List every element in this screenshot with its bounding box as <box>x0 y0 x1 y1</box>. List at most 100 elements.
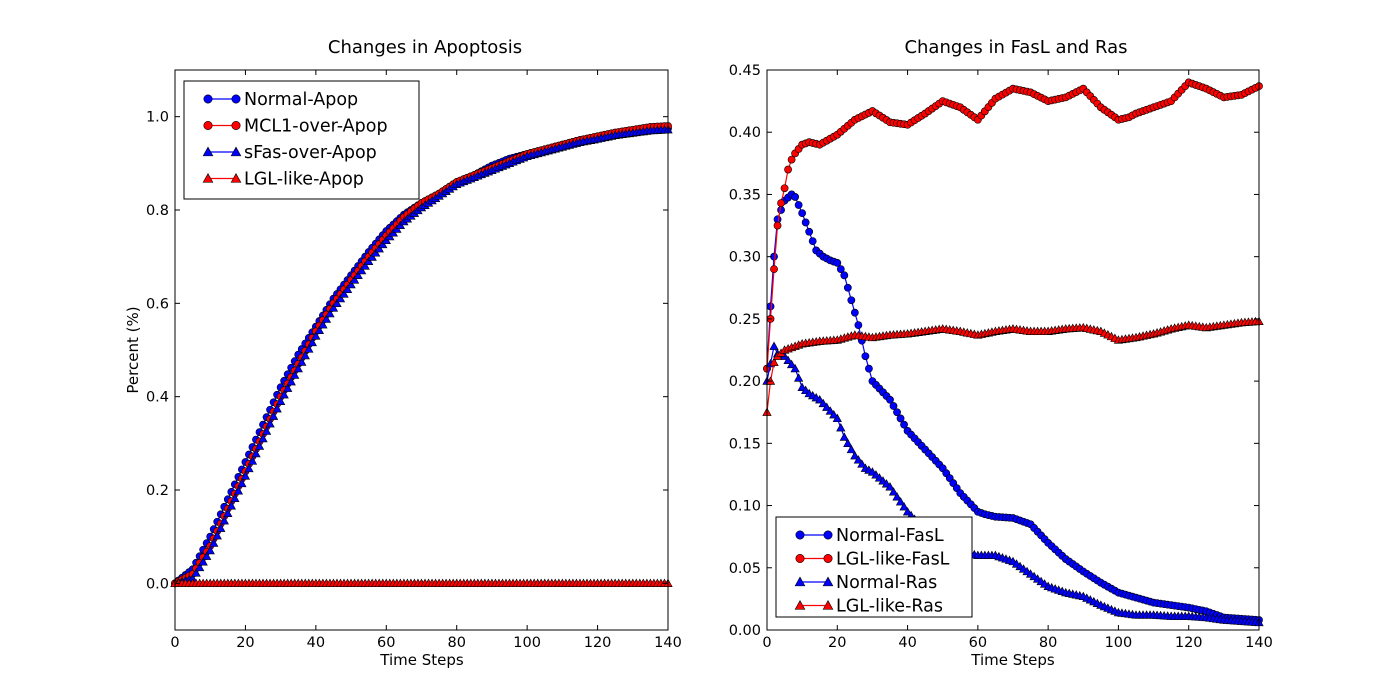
data-point <box>777 199 785 208</box>
legend-item: sFas-over-Apop <box>202 143 377 163</box>
data-point <box>786 359 797 369</box>
legend-item: LGL-like-FasL <box>795 550 950 570</box>
legend-marker <box>794 600 806 610</box>
data-point <box>237 478 247 488</box>
y-tick-label: 0.00 <box>729 623 761 639</box>
x-tick-label: 80 <box>1039 635 1057 651</box>
x-tick-label: 0 <box>762 635 771 651</box>
y-tick-label: 0.35 <box>729 187 761 203</box>
y-axis-ticks: 0.0 0.2 0.4 0.6 0.8 1.0 <box>146 110 668 592</box>
data-point <box>895 497 906 506</box>
y-tick-label: 1.0 <box>146 110 169 126</box>
legend-label: MCL1-over-Apop <box>244 117 388 137</box>
legend: Normal-FasL LGL-like-FasL Normal-Ras LGL-li… <box>775 516 973 618</box>
data-point <box>314 325 325 335</box>
data-point <box>212 530 222 540</box>
y-tick-label: 0.20 <box>729 374 761 390</box>
y-tick-label: 0.8 <box>146 203 169 219</box>
data-point <box>798 209 807 218</box>
x-tick-label: 60 <box>377 635 395 651</box>
data-point <box>833 258 842 267</box>
legend-item: Normal-Apop <box>203 90 358 110</box>
data-point <box>353 270 363 279</box>
data-point <box>374 243 384 253</box>
x-tick-label: 40 <box>898 635 916 651</box>
legend-item: MCL1-over-Apop <box>203 117 388 137</box>
data-point <box>268 411 279 420</box>
data-point <box>286 376 296 386</box>
series-group <box>762 78 1264 627</box>
data-point <box>195 562 205 572</box>
legend-item: Normal-Ras <box>794 573 937 593</box>
data-point <box>318 320 328 329</box>
y-tick-label: 0.40 <box>729 125 761 141</box>
data-point <box>290 370 300 379</box>
data-point <box>233 486 244 495</box>
data-point <box>367 252 377 261</box>
data-point <box>889 402 898 410</box>
data-point <box>251 448 261 458</box>
legend-marker <box>794 576 806 587</box>
data-point <box>793 373 804 382</box>
x-tick-label: 60 <box>969 635 987 651</box>
y-tick-label: 0.0 <box>146 576 169 592</box>
legend-marker <box>795 553 805 563</box>
data-point <box>854 321 863 330</box>
legend-item: LGL-like-Apop <box>202 170 364 190</box>
legend-marker <box>202 146 214 157</box>
y-axis-ticks: 0.00 0.05 0.10 0.15 0.20 0.25 0.30 0.35 0.40 0.45 <box>729 63 1259 639</box>
series-group <box>170 122 673 588</box>
data-point <box>258 433 268 443</box>
data-point <box>893 408 901 417</box>
y-tick-label: 0.05 <box>729 561 761 577</box>
data-point <box>829 409 839 419</box>
y-tick-label: 0.2 <box>146 483 169 499</box>
x-tick-label: 120 <box>1175 635 1203 651</box>
legend-marker <box>231 121 241 131</box>
data-point <box>275 396 286 405</box>
plot-frame <box>766 69 1260 631</box>
x-tick-label: 140 <box>654 635 682 651</box>
data-point <box>843 438 853 447</box>
data-point <box>219 516 229 525</box>
data-point <box>279 390 289 399</box>
legend-label: Normal-FasL <box>836 526 944 546</box>
data-point <box>853 455 864 464</box>
legend-marker <box>230 173 242 183</box>
data-point <box>769 357 779 367</box>
series-lgl-like-ras <box>762 316 1264 416</box>
legend-label: sFas-over-Apop <box>244 143 377 163</box>
legend-label: LGL-like-Apop <box>244 170 364 190</box>
data-point <box>892 492 902 501</box>
data-point <box>272 404 282 413</box>
data-point <box>780 184 789 193</box>
data-point <box>283 383 293 392</box>
data-point <box>293 363 303 373</box>
data-point <box>226 501 236 510</box>
data-point <box>371 248 381 257</box>
x-tick-label: 120 <box>584 635 612 651</box>
data-point <box>335 293 346 303</box>
data-point <box>254 441 265 450</box>
data-point <box>843 283 852 292</box>
data-point <box>847 296 856 305</box>
legend-marker <box>231 94 241 104</box>
legend-label: Normal-Apop <box>244 90 358 110</box>
data-point <box>777 206 785 214</box>
data-point <box>839 432 849 441</box>
data-point <box>247 456 258 465</box>
data-point <box>769 341 779 350</box>
data-point <box>846 444 856 454</box>
y-tick-label: 0.30 <box>729 250 761 266</box>
legend-marker <box>822 576 834 587</box>
data-point <box>311 331 321 340</box>
legend-marker <box>823 553 833 563</box>
data-point <box>240 471 251 480</box>
legend-marker <box>823 530 833 540</box>
data-point <box>202 551 212 560</box>
x-axis-ticks: 0 20 40 60 80 100 120 140 <box>170 70 682 651</box>
data-point <box>356 265 367 275</box>
legend-marker <box>203 121 213 131</box>
data-point <box>378 239 388 249</box>
x-tick-label: 100 <box>1105 635 1133 651</box>
